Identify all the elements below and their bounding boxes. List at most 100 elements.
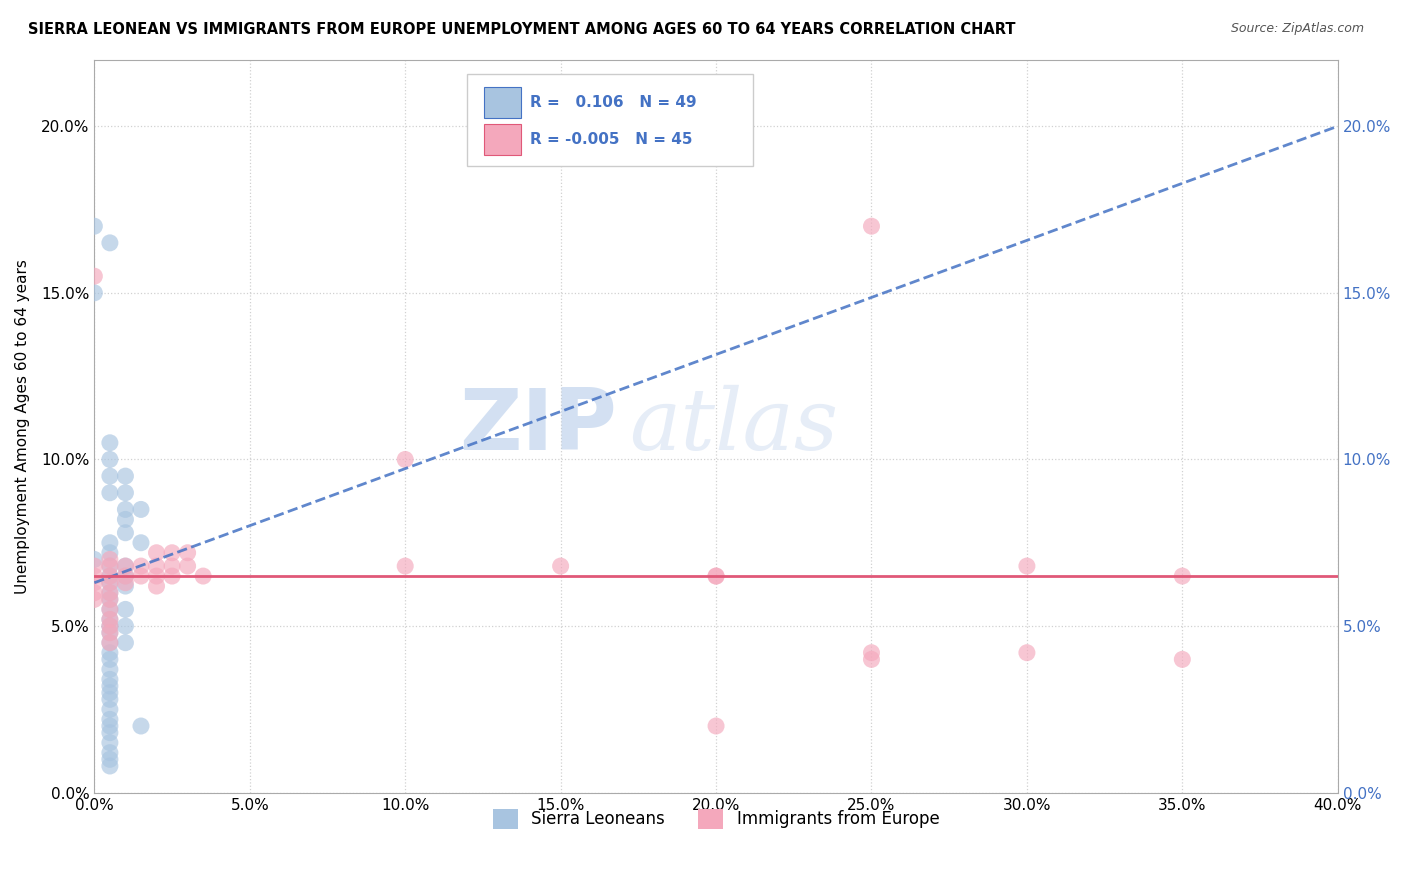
Point: [98, 569, 121, 583]
Point: [98, 752, 121, 766]
Point: [704, 569, 727, 583]
Point: [98, 602, 121, 616]
Point: [114, 636, 136, 650]
Point: [98, 725, 121, 739]
Point: [704, 569, 727, 583]
Point: [114, 619, 136, 633]
Point: [98, 619, 121, 633]
Point: [114, 525, 136, 540]
Point: [83, 219, 105, 234]
Point: [98, 602, 121, 616]
Point: [98, 535, 121, 549]
Point: [98, 679, 121, 693]
FancyBboxPatch shape: [484, 87, 520, 119]
Point: [98, 569, 121, 583]
Y-axis label: Unemployment Among Ages 60 to 64 years: Unemployment Among Ages 60 to 64 years: [15, 259, 30, 593]
Point: [98, 559, 121, 574]
Point: [83, 269, 105, 284]
Text: Source: ZipAtlas.com: Source: ZipAtlas.com: [1230, 22, 1364, 36]
Point: [160, 569, 183, 583]
Point: [114, 512, 136, 526]
Point: [145, 559, 167, 574]
Point: [98, 625, 121, 640]
Point: [176, 546, 198, 560]
Point: [98, 636, 121, 650]
Point: [98, 585, 121, 599]
Point: [860, 652, 883, 666]
Point: [83, 559, 105, 574]
Point: [98, 736, 121, 750]
Point: [114, 559, 136, 574]
Point: [98, 686, 121, 700]
Point: [176, 559, 198, 574]
Point: [860, 219, 883, 234]
Point: [1015, 559, 1038, 574]
Text: SIERRA LEONEAN VS IMMIGRANTS FROM EUROPE UNEMPLOYMENT AMONG AGES 60 TO 64 YEARS : SIERRA LEONEAN VS IMMIGRANTS FROM EUROPE…: [28, 22, 1015, 37]
Point: [114, 502, 136, 516]
Point: [98, 625, 121, 640]
Point: [98, 646, 121, 660]
Point: [145, 579, 167, 593]
Point: [704, 719, 727, 733]
Point: [83, 585, 105, 599]
Point: [114, 602, 136, 616]
Point: [191, 569, 214, 583]
Point: [98, 702, 121, 716]
Point: [98, 612, 121, 626]
Point: [114, 559, 136, 574]
Point: [83, 569, 105, 583]
Point: [98, 585, 121, 599]
Point: [98, 719, 121, 733]
Point: [98, 692, 121, 706]
Point: [98, 652, 121, 666]
Text: ZIP: ZIP: [458, 384, 617, 467]
Point: [98, 469, 121, 483]
Point: [83, 552, 105, 566]
Point: [98, 673, 121, 687]
Point: [98, 435, 121, 450]
Point: [98, 575, 121, 590]
Point: [550, 559, 572, 574]
Point: [83, 592, 105, 607]
Point: [129, 569, 152, 583]
Point: [83, 285, 105, 300]
Point: [129, 719, 152, 733]
Point: [860, 646, 883, 660]
Point: [98, 575, 121, 590]
Point: [98, 546, 121, 560]
Point: [160, 546, 183, 560]
Point: [114, 469, 136, 483]
Point: [98, 759, 121, 773]
Point: [114, 575, 136, 590]
Point: [98, 592, 121, 607]
Point: [98, 559, 121, 574]
Point: [114, 569, 136, 583]
Point: [1171, 652, 1194, 666]
FancyBboxPatch shape: [484, 124, 520, 155]
Text: R = -0.005   N = 45: R = -0.005 N = 45: [530, 132, 692, 147]
Point: [98, 619, 121, 633]
Point: [98, 712, 121, 726]
Legend: Sierra Leoneans, Immigrants from Europe: Sierra Leoneans, Immigrants from Europe: [486, 802, 946, 836]
Point: [98, 636, 121, 650]
Text: atlas: atlas: [628, 384, 838, 467]
Point: [1171, 569, 1194, 583]
Point: [98, 746, 121, 760]
Point: [160, 559, 183, 574]
Point: [98, 452, 121, 467]
FancyBboxPatch shape: [467, 74, 754, 166]
Point: [129, 502, 152, 516]
Point: [114, 569, 136, 583]
Point: [98, 612, 121, 626]
Point: [145, 546, 167, 560]
Point: [394, 559, 416, 574]
Point: [394, 452, 416, 467]
Point: [83, 575, 105, 590]
Point: [98, 485, 121, 500]
Point: [114, 579, 136, 593]
Point: [1015, 646, 1038, 660]
Text: R =   0.106   N = 49: R = 0.106 N = 49: [530, 95, 696, 111]
Point: [129, 535, 152, 549]
Point: [145, 569, 167, 583]
Point: [98, 552, 121, 566]
